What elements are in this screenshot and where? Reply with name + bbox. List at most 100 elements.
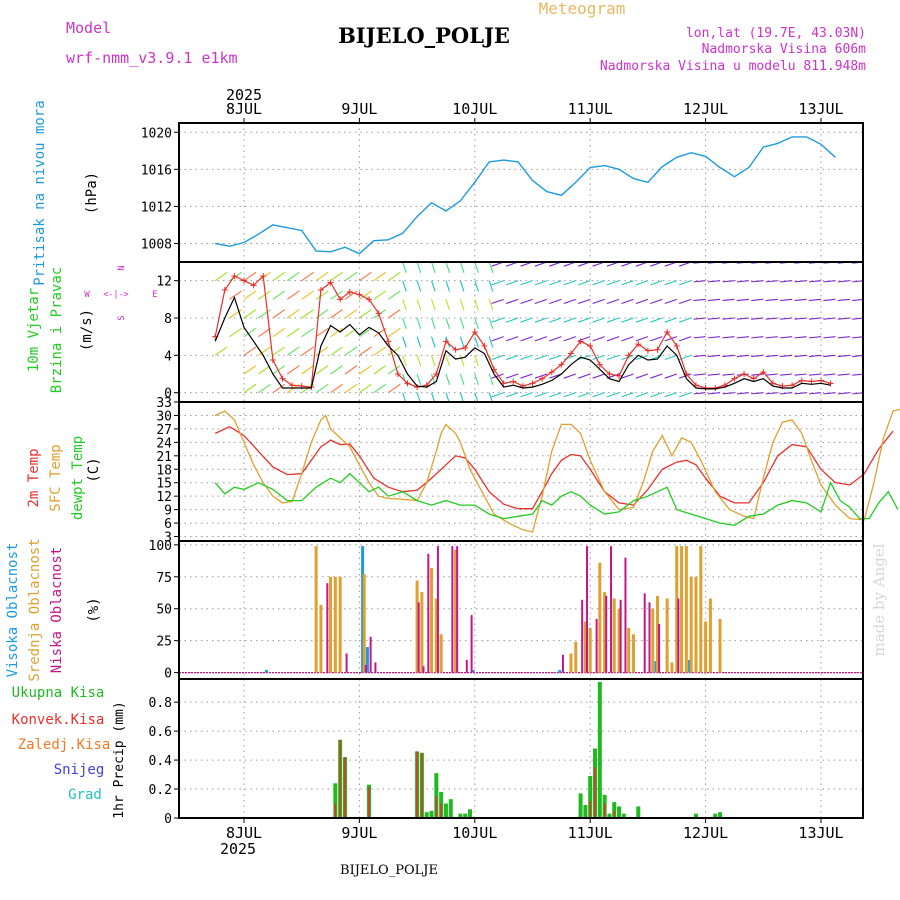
wind-arrow: [243, 327, 257, 338]
wind-arrow: [474, 280, 479, 292]
precip-legend-item: Zaledj.Kisa: [18, 737, 111, 753]
wind-arrow: [664, 317, 677, 323]
wind-arrow: [592, 317, 605, 323]
wind-arrow: [794, 373, 807, 376]
cloud-mid-bar: [665, 598, 669, 673]
wind-arrow: [664, 336, 677, 342]
wind-arrow: [488, 262, 494, 273]
wind-arrow: [243, 290, 257, 300]
wind-arrow: [635, 373, 649, 379]
chart-kind-label: Meteogram: [539, 0, 626, 18]
wind-arrow: [474, 262, 479, 273]
precip-total-bar: [621, 813, 626, 818]
wind-arrow: [635, 317, 649, 323]
wind-arrow: [286, 327, 300, 338]
wind-arrow: [881, 374, 893, 375]
wind-arrow: [707, 373, 721, 376]
precip-total-bar: [434, 773, 439, 818]
wind-speed-line: [214, 295, 831, 390]
cloud-low-bar: [427, 553, 430, 673]
wind-arrow: [881, 281, 893, 282]
temperature-ytick-label: 27: [156, 423, 172, 438]
precip-convective-bar: [334, 803, 337, 818]
top-date-label: 11JUL: [568, 100, 613, 118]
wind-arrow: [650, 392, 663, 398]
compass-north: N: [117, 265, 127, 270]
wind-ylabel-1: 10m Vjetar: [26, 288, 42, 372]
wind-arrow: [243, 309, 257, 319]
wind-arrow: [534, 336, 548, 342]
wind-arrow: [505, 373, 519, 379]
wind-arrow: [258, 383, 271, 394]
wind-arrow: [215, 291, 227, 299]
cloud-low-bar: [436, 546, 439, 673]
cloud-mid-bar: [631, 634, 635, 673]
wind-arrow: [808, 317, 822, 320]
cloud-ylabel-mid: Srednja Oblacnost: [27, 538, 43, 681]
wind-arrow: [330, 346, 343, 356]
wind-arrow: [794, 336, 807, 339]
wind-arrow: [650, 317, 663, 323]
wind-arrow: [765, 354, 778, 358]
wind-arrow: [359, 290, 372, 300]
wind-arrow: [606, 317, 620, 323]
cloud-high-bar: [365, 647, 369, 673]
cloud-low-bar: [369, 636, 372, 673]
footer-station: BIJELO_POLJE: [340, 863, 438, 878]
wind-arrow: [488, 317, 494, 329]
wind-arrow: [823, 298, 836, 302]
precip-convective-bar: [368, 787, 370, 818]
wind-arrow: [606, 373, 620, 379]
bottom-date-label: 9JUL: [341, 824, 377, 842]
cloud-low-bar: [677, 598, 680, 673]
wind-arrow: [736, 354, 749, 358]
wind-arrow: [693, 317, 706, 320]
wind-gust-line: [214, 274, 831, 389]
wind-arrow: [229, 309, 242, 319]
wind-arrow: [315, 327, 329, 338]
wind-arrow: [258, 309, 271, 319]
wind-arrow: [751, 392, 764, 395]
wind-arrow: [780, 280, 793, 283]
bottom-year-label: 2025: [220, 840, 256, 858]
wind-arrow: [678, 298, 692, 305]
wind-arrow: [330, 271, 343, 282]
wind-arrow: [301, 327, 315, 338]
coords-label: lon,lat (19.7E, 43.03N): [686, 26, 866, 41]
wind-arrow: [837, 298, 850, 302]
cloud-low-bar: [364, 664, 367, 673]
wind-arrow: [520, 298, 533, 305]
wind-arrow: [344, 346, 358, 356]
model-elevation-label: Nadmorska Visina u modelu 811.948m: [600, 59, 866, 74]
wind-arrow: [445, 299, 451, 311]
cloud-low-bar: [619, 599, 622, 673]
wind-arrow: [534, 280, 548, 286]
wind-arrow: [243, 271, 257, 282]
wind-arrow: [780, 298, 793, 302]
wind-arrow: [505, 336, 519, 342]
wind-arrow: [445, 373, 451, 385]
wind-arrow: [650, 336, 663, 342]
wind-arrow: [808, 392, 822, 395]
bottom-date-label: 10JUL: [452, 824, 497, 842]
precip-convective-bar: [589, 800, 591, 818]
wind-arrow: [592, 354, 605, 361]
wind-arrow: [707, 298, 721, 302]
pressure-ylabel: Pritisak na nivou mora: [32, 100, 48, 285]
wind-arrow: [520, 354, 533, 361]
cloud-mid-bar: [656, 595, 660, 673]
cloud-mid-bar: [314, 546, 318, 673]
wind-ytick-label: 0: [164, 387, 172, 402]
wind-arrow: [272, 271, 286, 282]
wind-arrow: [474, 355, 479, 367]
wind-arrow: [881, 262, 893, 263]
wind-ytick-label: 8: [164, 312, 172, 327]
cloud-ytick-label: 75: [156, 571, 172, 586]
wind-arrow: [359, 327, 372, 338]
wind-arrow: [664, 392, 677, 398]
wind-arrow: [563, 392, 576, 398]
cloud-mid-bar: [684, 546, 688, 673]
wind-arrow: [765, 373, 778, 376]
wind-arrow: [344, 365, 358, 375]
wind-arrow: [780, 354, 793, 358]
